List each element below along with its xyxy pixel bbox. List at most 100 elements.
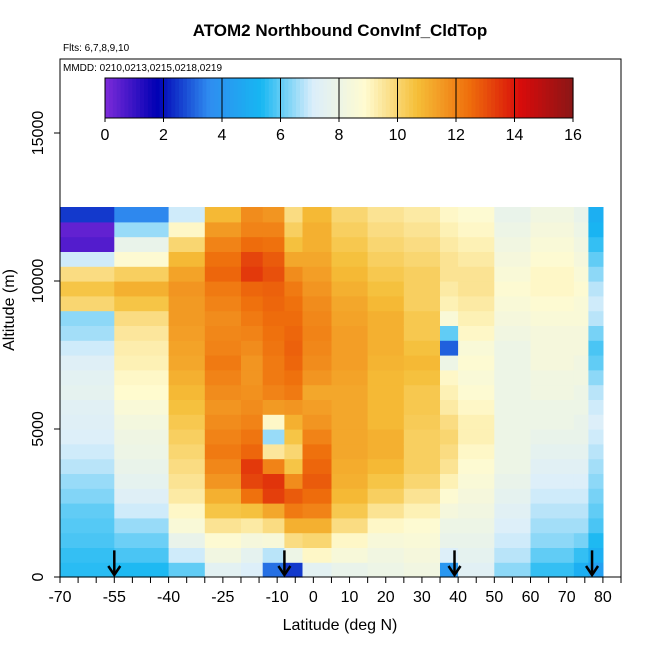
heatmap-cell xyxy=(204,310,242,326)
heatmap-cell xyxy=(458,473,495,489)
heatmap-cell xyxy=(573,503,589,519)
colorbar-swatch xyxy=(151,78,157,118)
colorbar-swatch xyxy=(261,78,266,118)
heatmap-cell xyxy=(302,443,333,460)
colorbar-swatch xyxy=(440,78,445,118)
y-tick-label: 15000 xyxy=(30,111,47,156)
heatmap-cell xyxy=(494,458,532,474)
heatmap-cell xyxy=(530,503,575,519)
heatmap-cell xyxy=(573,369,589,386)
heatmap-cell xyxy=(331,266,369,282)
heatmap-cell xyxy=(588,399,604,415)
heatmap-cell xyxy=(114,384,170,400)
heatmap-cell xyxy=(284,488,304,504)
heatmap-cell xyxy=(403,458,441,474)
colorbar-swatch xyxy=(315,78,321,118)
heatmap-cell xyxy=(494,517,532,534)
heatmap-cell xyxy=(262,325,285,341)
colorbar-swatch xyxy=(475,78,480,118)
heatmap-cell xyxy=(403,503,441,519)
heatmap-cell xyxy=(573,355,589,371)
heatmap-cell xyxy=(367,355,405,371)
heatmap-cell xyxy=(403,517,441,534)
colorbar-swatch xyxy=(401,78,406,118)
heatmap-cell xyxy=(262,266,285,282)
heatmap-cell xyxy=(168,517,206,534)
heatmap-cell xyxy=(331,443,369,460)
heatmap-cell xyxy=(168,295,206,312)
heatmap-cell xyxy=(284,429,304,445)
heatmap-cell xyxy=(60,251,115,267)
colorbar-swatch xyxy=(214,78,219,118)
heatmap-cell xyxy=(284,340,304,356)
heatmap-cell xyxy=(440,414,459,430)
heatmap-cell xyxy=(241,340,264,356)
heatmap-cell xyxy=(262,310,285,326)
heatmap-cell xyxy=(204,458,242,474)
heatmap-cell xyxy=(588,251,604,267)
heatmap-cell xyxy=(458,547,495,563)
heatmap-cell xyxy=(331,458,369,474)
colorbar-swatch xyxy=(522,78,527,118)
heatmap-cell xyxy=(302,340,333,356)
colorbar-tick-label: 16 xyxy=(564,127,582,144)
heatmap-cell xyxy=(573,547,589,563)
heatmap-cell xyxy=(530,281,575,297)
heatmap-cell xyxy=(114,532,170,548)
heatmap-cell xyxy=(440,221,459,238)
heatmap-cell xyxy=(530,517,575,534)
colorbar-swatch xyxy=(339,78,344,118)
heatmap-cell xyxy=(530,236,575,252)
heatmap-cell xyxy=(168,340,206,356)
heatmap-cell xyxy=(367,266,405,282)
heatmap-cell xyxy=(530,458,575,474)
colorbar-swatch xyxy=(420,78,426,118)
colorbar-swatch xyxy=(342,78,348,118)
colorbar-swatch xyxy=(335,78,340,118)
colorbar-swatch xyxy=(264,78,270,118)
heatmap-cell xyxy=(168,414,206,430)
heatmap-cell xyxy=(204,443,242,460)
heatmap-cell xyxy=(494,532,532,548)
heatmap-cell xyxy=(494,281,532,297)
heatmap-cell xyxy=(168,207,206,223)
heatmap-cell xyxy=(204,295,242,312)
colorbar-swatch xyxy=(206,78,211,118)
heatmap-cell xyxy=(367,207,405,223)
x-tick-label: 50 xyxy=(485,589,503,606)
colorbar-swatch xyxy=(241,78,246,118)
colorbar-swatch xyxy=(112,78,118,118)
heatmap-cell xyxy=(403,207,441,223)
heatmap-cell xyxy=(403,369,441,386)
heatmap-cell xyxy=(440,295,459,312)
colorbar-swatch xyxy=(483,78,488,118)
heatmap-cell xyxy=(262,295,285,312)
heatmap-cell xyxy=(114,473,170,489)
colorbar-swatch xyxy=(194,78,200,118)
heatmap-cell xyxy=(458,429,495,445)
heatmap-cell xyxy=(204,325,242,341)
heatmap-cell xyxy=(168,443,206,460)
heatmap-cell xyxy=(302,562,333,578)
colorbar-swatch xyxy=(108,78,114,118)
heatmap-cell xyxy=(458,266,495,282)
colorbar-swatch xyxy=(537,78,543,118)
colorbar-swatch xyxy=(491,78,496,118)
heatmap-cell xyxy=(573,221,589,238)
heatmap-cell xyxy=(302,414,333,430)
heatmap-cell xyxy=(168,325,206,341)
heatmap-cell xyxy=(331,517,369,534)
heatmap-cell xyxy=(588,517,604,534)
colorbar-swatch xyxy=(253,78,258,118)
colorbar-swatch xyxy=(534,78,539,118)
heatmap-cell xyxy=(284,369,304,386)
colorbar-swatch xyxy=(136,78,141,118)
heatmap-cell xyxy=(168,355,206,371)
heatmap-cell xyxy=(403,310,441,326)
heatmap-cell xyxy=(588,266,604,282)
colorbar-swatch xyxy=(498,78,504,118)
heatmap-cell xyxy=(494,547,532,563)
heatmap-cell xyxy=(60,503,115,519)
heatmap-cell xyxy=(114,295,170,312)
heatmap-cell xyxy=(204,266,242,282)
